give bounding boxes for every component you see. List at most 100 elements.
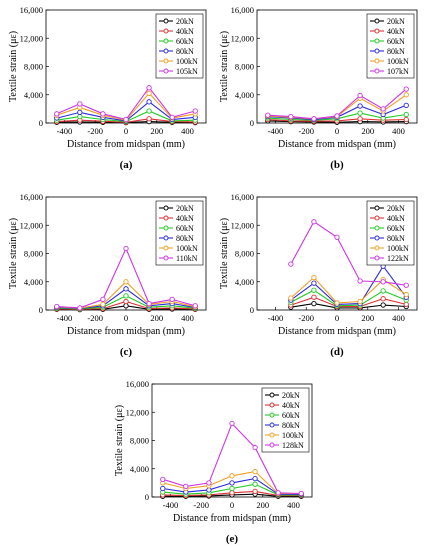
series-line-20kN xyxy=(290,303,407,309)
y-tick-label: 12,000 xyxy=(20,220,43,230)
y-tick-label: 0 xyxy=(39,118,43,128)
data-point xyxy=(357,298,363,305)
data-point xyxy=(192,108,198,114)
x-axis-label: Distance from midspan (mm) xyxy=(67,139,185,150)
legend-entry: 80kN xyxy=(387,47,405,56)
panel-label: (b) xyxy=(330,159,344,171)
data-point xyxy=(357,110,363,116)
legend-entry: 100kN xyxy=(387,57,409,66)
y-axis-label: Textile strain (με) xyxy=(8,31,19,102)
data-point xyxy=(288,261,294,267)
x-tick-label: 200 xyxy=(150,126,163,136)
data-point xyxy=(229,490,235,496)
x-tick-label: -200 xyxy=(87,313,103,323)
x-tick-label: -200 xyxy=(298,126,314,136)
data-point xyxy=(380,296,386,302)
y-tick-label: 4,000 xyxy=(235,90,254,100)
data-point xyxy=(160,476,166,482)
data-point xyxy=(357,116,363,122)
y-tick-label: 4,000 xyxy=(235,277,254,287)
legend-marker xyxy=(374,28,380,34)
x-tick-label: 400 xyxy=(392,126,405,136)
data-point xyxy=(123,286,129,292)
y-tick-label: 0 xyxy=(250,118,254,128)
series-line-40kN xyxy=(290,296,407,308)
x-tick-label: 400 xyxy=(181,126,194,136)
chart-panel-4: 0 4,000 8,000 12,000 16,000 -400 -200 0 200 400 Di… xyxy=(219,192,418,358)
y-tick-label: 0 xyxy=(145,492,149,502)
data-point xyxy=(334,113,340,119)
data-point xyxy=(380,106,386,112)
legend-entry: 40kN xyxy=(387,214,405,223)
data-point xyxy=(252,444,258,451)
x-tick-label: -400 xyxy=(268,313,284,323)
y-tick-label: 16,000 xyxy=(231,192,254,202)
data-point xyxy=(298,490,304,497)
legend-marker xyxy=(374,205,380,211)
data-point xyxy=(311,300,317,307)
legend-marker xyxy=(163,28,169,34)
x-tick-label: 200 xyxy=(361,126,374,136)
x-tick-label: -400 xyxy=(268,126,284,136)
legend-entry: 20kN xyxy=(176,204,194,213)
data-point xyxy=(229,473,235,479)
x-tick-label: -400 xyxy=(163,500,179,510)
legend-entry: 40kN xyxy=(387,27,405,36)
legend-marker xyxy=(374,235,380,241)
data-point xyxy=(252,468,258,475)
data-point xyxy=(160,485,166,492)
data-point xyxy=(252,488,258,494)
data-point xyxy=(123,116,129,123)
data-point xyxy=(357,278,363,284)
data-point xyxy=(54,303,60,310)
data-point xyxy=(77,113,83,120)
y-tick-label: 8,000 xyxy=(235,62,254,72)
x-tick-label: 0 xyxy=(335,126,339,136)
panel-label: (c) xyxy=(120,346,133,358)
legend-entry: 80kN xyxy=(282,421,300,430)
data-point xyxy=(123,293,129,299)
legend-marker xyxy=(269,392,275,398)
data-point xyxy=(206,480,212,486)
data-point xyxy=(275,490,281,496)
y-tick-label: 12,000 xyxy=(20,33,43,43)
data-point xyxy=(403,111,409,118)
legend-box xyxy=(155,200,204,266)
legend-box xyxy=(261,387,310,453)
data-point xyxy=(123,279,129,285)
legend-entry: 80kN xyxy=(176,234,194,243)
data-point xyxy=(169,296,175,303)
y-axis-label: Textile strain (με) xyxy=(219,31,230,102)
data-point xyxy=(380,302,386,308)
legend-entry: 107kN xyxy=(387,67,409,76)
legend-entry: 60kN xyxy=(387,224,405,233)
legend-marker xyxy=(374,48,380,54)
legend-marker xyxy=(163,48,169,54)
legend-entry: 20kN xyxy=(282,391,300,400)
legend-entry: 40kN xyxy=(176,214,194,223)
legend-entry: 100kN xyxy=(387,244,409,253)
data-point xyxy=(288,113,294,120)
legend-entry: 60kN xyxy=(387,37,405,46)
legend-entry: 60kN xyxy=(282,411,300,420)
legend-entry: 100kN xyxy=(176,57,198,66)
x-tick-label: 200 xyxy=(361,313,374,323)
chart-panel-2: 0 4,000 8,000 12,000 16,000 -400 -200 0 200 400 Di… xyxy=(219,5,418,171)
legend-entry: 40kN xyxy=(282,401,300,410)
data-point xyxy=(403,86,409,92)
y-tick-label: 4,000 xyxy=(24,90,43,100)
legend-entry: 20kN xyxy=(387,17,405,26)
y-tick-label: 12,000 xyxy=(126,407,149,417)
x-tick-label: 0 xyxy=(124,313,128,323)
data-point xyxy=(311,219,317,225)
data-point xyxy=(229,420,235,427)
y-tick-label: 0 xyxy=(39,305,43,315)
series-line-60kN xyxy=(290,289,407,307)
legend-marker xyxy=(374,255,380,261)
legend-marker xyxy=(269,422,275,428)
legend-entry: 80kN xyxy=(387,234,405,243)
y-tick-label: 4,000 xyxy=(130,464,149,474)
x-tick-label: -200 xyxy=(298,313,314,323)
y-tick-label: 16,000 xyxy=(231,5,254,15)
